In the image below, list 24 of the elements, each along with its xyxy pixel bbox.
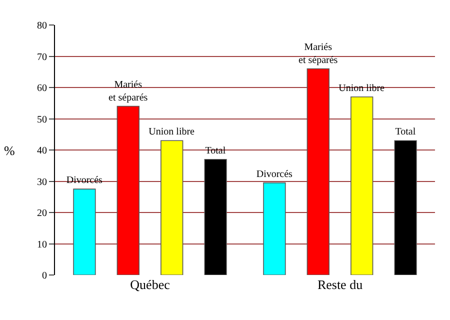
bar <box>350 96 374 275</box>
y-tick-label: 10 <box>37 239 47 250</box>
bar <box>394 140 417 275</box>
y-axis-title: % <box>4 143 15 158</box>
x-tick-label: Québec <box>130 277 170 292</box>
bar <box>116 106 140 275</box>
series-label: Union libre <box>148 126 196 138</box>
bar <box>204 158 227 275</box>
y-tick-label: 60 <box>37 83 47 94</box>
bar <box>263 182 286 275</box>
y-tick-label: 50 <box>37 114 47 126</box>
text: Total <box>395 126 416 138</box>
series-label: Divorcés <box>256 168 293 180</box>
x-tick-label: Reste du <box>317 277 364 292</box>
y-tick-label: 20 <box>37 208 47 219</box>
y-tick-label: 30 <box>37 176 47 188</box>
y-tick-label: 70 <box>37 52 47 63</box>
bar <box>306 68 330 275</box>
y-tick-label: 40 <box>37 146 47 156</box>
bar <box>73 188 96 275</box>
y-tick-label: 0 <box>42 270 47 282</box>
y-tick-label: 80 <box>37 20 47 32</box>
text: Mariés et séparés <box>298 42 338 66</box>
bar <box>160 140 184 275</box>
